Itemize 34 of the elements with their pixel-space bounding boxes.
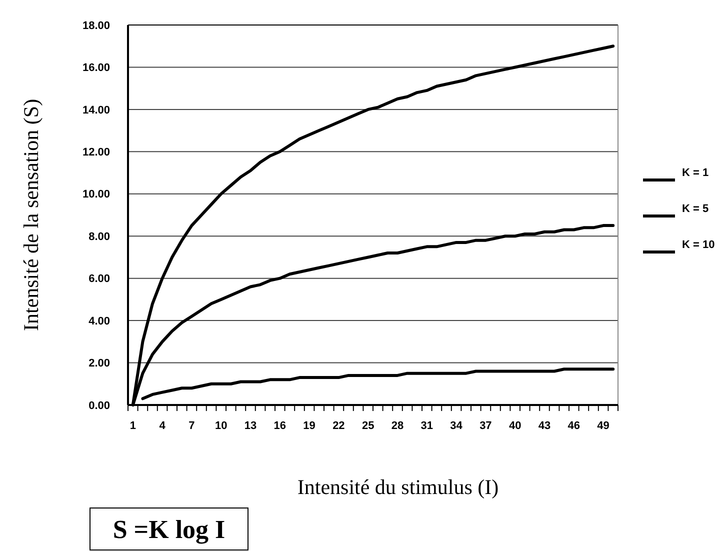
y-tick-label: 10.00 (82, 188, 110, 201)
y-tick-label: 0.00 (88, 400, 110, 412)
legend-label: K = 10 (682, 239, 715, 251)
x-tick-label: 46 (568, 420, 580, 432)
x-tick-label: 10 (214, 420, 228, 432)
y-axis-title: Intensité de la sensation (S) (19, 98, 43, 332)
x-tick-label: 49 (597, 420, 610, 432)
x-tick-label: 37 (480, 420, 492, 432)
x-tick-label: 7 (188, 420, 195, 432)
line-series (141, 368, 615, 400)
x-tick-label: 34 (450, 420, 464, 432)
y-tick-label: 8.00 (88, 230, 110, 243)
x-tick-label: 28 (391, 420, 404, 432)
y-tick-label: 12.00 (82, 146, 110, 159)
y-tick-label: 14.00 (82, 104, 110, 116)
y-tick-label: 18.00 (82, 20, 110, 32)
text: S =K log I (112, 515, 226, 544)
x-axis-title: Intensité du stimulus (I) (297, 475, 499, 499)
x-tick-label: 22 (332, 420, 345, 432)
x-tick-label: 19 (303, 420, 316, 432)
legend-label: K = 5 (682, 203, 709, 215)
y-tick-label: 6.00 (88, 273, 110, 286)
y-tick-label: 16.00 (82, 62, 110, 74)
y-tick-label: 2.00 (88, 358, 110, 370)
x-tick-label: 16 (274, 420, 286, 432)
x-tick-label: 25 (362, 420, 374, 432)
legend-label: K = 1 (682, 167, 709, 179)
x-tick-label: 43 (538, 420, 551, 432)
x-tick-label: 1 (130, 420, 136, 432)
x-tick-label: 31 (420, 420, 434, 432)
x-tick-label: 40 (508, 420, 522, 432)
x-tick-label: 13 (244, 420, 257, 432)
y-tick-label: 4.00 (88, 315, 110, 328)
x-tick-label: 4 (159, 420, 166, 432)
